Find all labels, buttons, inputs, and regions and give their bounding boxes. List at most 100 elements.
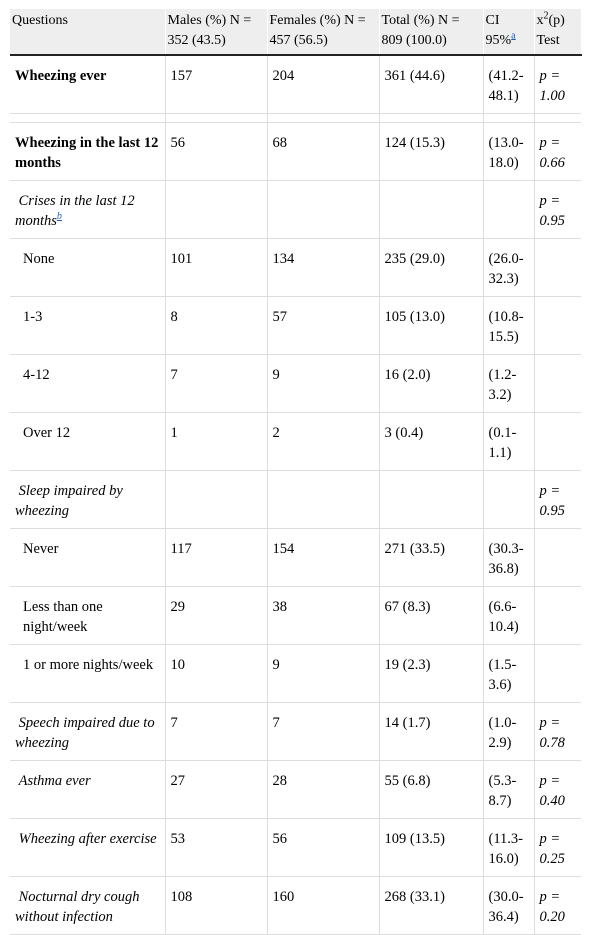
table-row: 1 or more nights/week 10 9 19 (2.3) (1.5… xyxy=(10,644,581,703)
cell-males: 56 xyxy=(165,122,268,181)
cell-males xyxy=(165,470,268,529)
prevalence-table: Questions Males (%) N = 352 (43.5) Femal… xyxy=(10,9,582,935)
cell-p-value: p = 0.95 xyxy=(534,180,581,239)
row-label: Over 12 xyxy=(10,412,166,471)
cell-females: 9 xyxy=(267,354,380,413)
cell-ci: (11.3-16.0) xyxy=(483,818,535,877)
row-label: Crises in the last 12 monthsb xyxy=(10,180,166,239)
cell-p-value: p = 1.00 xyxy=(534,55,581,114)
cell-ci: (41.2-48.1) xyxy=(483,55,535,114)
cell-males: 7 xyxy=(165,702,268,761)
header-ci: CI 95%a xyxy=(483,9,535,55)
cell-males: 117 xyxy=(165,528,268,587)
table-row: Less than one night/week 29 38 67 (8.3) … xyxy=(10,586,581,645)
cell-males xyxy=(165,180,268,239)
row-label: 1-3 xyxy=(10,296,166,355)
footnote-link-b[interactable]: b xyxy=(56,211,62,223)
table-row: Crises in the last 12 monthsb p = 0.95 xyxy=(10,180,581,239)
cell-females: 160 xyxy=(267,876,380,935)
cell-females: 2 xyxy=(267,412,380,471)
header-chi-square: x2(p) Test xyxy=(534,9,582,55)
spacer-row xyxy=(10,113,581,123)
table-row: Sleep impaired by wheezing p = 0.95 xyxy=(10,470,581,529)
row-label: 4-12 xyxy=(10,354,166,413)
cell-p-value: p = 0.78 xyxy=(534,702,581,761)
cell-males: 108 xyxy=(165,876,268,935)
footnote-link-a[interactable]: a xyxy=(511,30,516,42)
table-row: Over 12 1 2 3 (0.4) (0.1-1.1) xyxy=(10,412,581,471)
row-label: Nocturnal dry cough without infection xyxy=(10,876,166,935)
cell-females: 204 xyxy=(267,55,380,114)
cell-females: 57 xyxy=(267,296,380,355)
table-row: 1-3 8 57 105 (13.0) (10.8-15.5) xyxy=(10,296,581,355)
table-row: Wheezing after exercise 53 56 109 (13.5)… xyxy=(10,818,581,877)
cell-p-value xyxy=(534,644,581,703)
cell-p-value xyxy=(534,586,581,645)
cell-total xyxy=(379,470,484,529)
cell-p-value: p = 0.25 xyxy=(534,818,581,877)
cell-ci xyxy=(483,180,535,239)
cell-p-value xyxy=(534,354,581,413)
table-row: Never 117 154 271 (33.5) (30.3-36.8) xyxy=(10,528,581,587)
cell-ci: (26.0-32.3) xyxy=(483,238,535,297)
data-table-container: Questions Males (%) N = 352 (43.5) Femal… xyxy=(10,9,582,935)
header-total: Total (%) N = 809 (100.0) xyxy=(379,9,484,55)
cell-ci: (10.8-15.5) xyxy=(483,296,535,355)
row-label: Wheezing ever xyxy=(10,55,166,114)
table-body: Wheezing ever 157 204 361 (44.6) (41.2-4… xyxy=(10,55,581,935)
table-row: Wheezing ever 157 204 361 (44.6) (41.2-4… xyxy=(10,55,581,114)
table-row: 4-12 7 9 16 (2.0) (1.2-3.2) xyxy=(10,354,581,413)
table-row: Wheezing in the last 12 months 56 68 124… xyxy=(10,122,581,181)
cell-males: 7 xyxy=(165,354,268,413)
header-females: Females (%) N = 457 (56.5) xyxy=(267,9,380,55)
row-label: Less than one night/week xyxy=(10,586,166,645)
header-row: Questions Males (%) N = 352 (43.5) Femal… xyxy=(10,9,582,55)
cell-total: 14 (1.7) xyxy=(379,702,484,761)
header-males: Males (%) N = 352 (43.5) xyxy=(165,9,268,55)
table-row: Speech impaired due to wheezing 7 7 14 (… xyxy=(10,702,581,761)
row-label: None xyxy=(10,238,166,297)
cell-females xyxy=(267,470,380,529)
cell-females xyxy=(267,180,380,239)
cell-total: 105 (13.0) xyxy=(379,296,484,355)
cell-females: 7 xyxy=(267,702,380,761)
cell-males: 10 xyxy=(165,644,268,703)
cell-males: 27 xyxy=(165,760,268,819)
row-label: Wheezing after exercise xyxy=(10,818,166,877)
cell-p-value: p = 0.95 xyxy=(534,470,581,529)
cell-total: 55 (6.8) xyxy=(379,760,484,819)
cell-ci: (1.0-2.9) xyxy=(483,702,535,761)
cell-ci: (13.0-18.0) xyxy=(483,122,535,181)
cell-ci: (30.3-36.8) xyxy=(483,528,535,587)
cell-females: 9 xyxy=(267,644,380,703)
cell-ci: (5.3-8.7) xyxy=(483,760,535,819)
table-row: Asthma ever 27 28 55 (6.8) (5.3-8.7) p =… xyxy=(10,760,581,819)
cell-p-value: p = 0.20 xyxy=(534,876,581,935)
cell-males: 1 xyxy=(165,412,268,471)
table-header: Questions Males (%) N = 352 (43.5) Femal… xyxy=(10,9,582,55)
cell-total: 16 (2.0) xyxy=(379,354,484,413)
cell-males: 29 xyxy=(165,586,268,645)
cell-females: 154 xyxy=(267,528,380,587)
cell-total: 124 (15.3) xyxy=(379,122,484,181)
row-label: Speech impaired due to wheezing xyxy=(10,702,166,761)
cell-total: 268 (33.1) xyxy=(379,876,484,935)
cell-females: 28 xyxy=(267,760,380,819)
cell-females: 56 xyxy=(267,818,380,877)
cell-ci: (1.5-3.6) xyxy=(483,644,535,703)
row-label: Wheezing in the last 12 months xyxy=(10,122,166,181)
cell-total: 109 (13.5) xyxy=(379,818,484,877)
cell-females: 38 xyxy=(267,586,380,645)
cell-ci: (0.1-1.1) xyxy=(483,412,535,471)
header-ci-label: CI 95% xyxy=(485,13,512,48)
cell-p-value xyxy=(534,238,581,297)
cell-females: 68 xyxy=(267,122,380,181)
cell-males: 53 xyxy=(165,818,268,877)
cell-females: 134 xyxy=(267,238,380,297)
cell-ci: (6.6-10.4) xyxy=(483,586,535,645)
header-questions: Questions xyxy=(10,9,166,55)
cell-p-value: p = 0.66 xyxy=(534,122,581,181)
cell-ci xyxy=(483,470,535,529)
cell-total: 67 (8.3) xyxy=(379,586,484,645)
row-label: Sleep impaired by wheezing xyxy=(10,470,166,529)
